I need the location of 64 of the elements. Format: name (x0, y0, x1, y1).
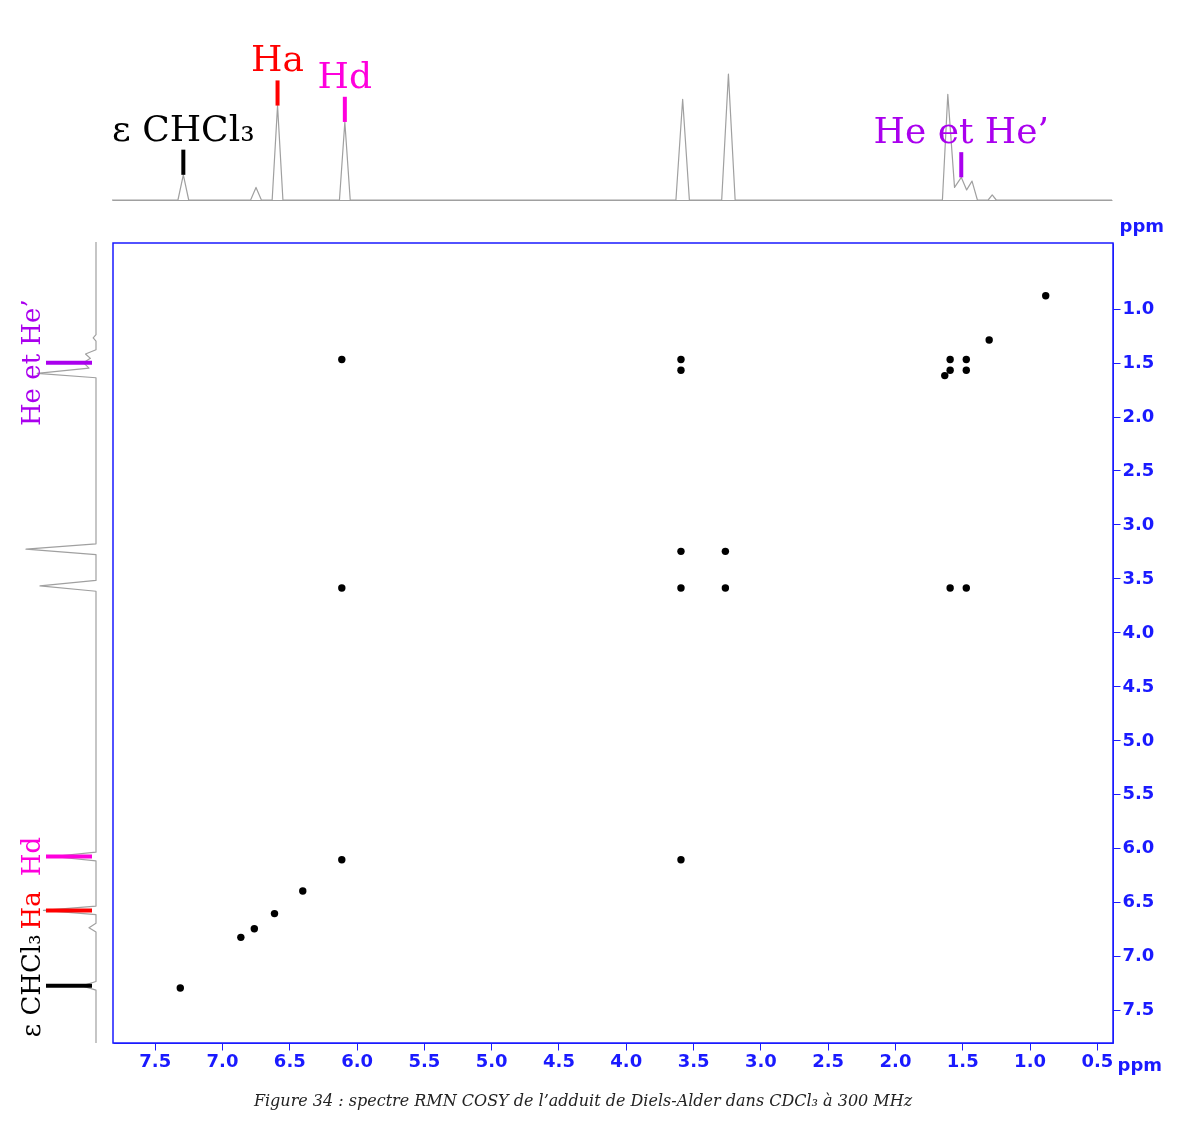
text: He et He’ (16, 299, 46, 427)
point (677, 856, 685, 864)
x-tick-label: 1.5 (946, 1049, 979, 1071)
y-tick-label: 7.5 (1122, 998, 1155, 1020)
y-tick-label: 1.0 (1122, 297, 1155, 319)
x-tick-label: 5.0 (475, 1049, 508, 1071)
point (946, 355, 954, 364)
point (338, 856, 346, 864)
y-tick-label: 6.0 (1122, 836, 1155, 858)
x-tick-label: 2.5 (812, 1049, 845, 1071)
x-tick-label: 0.5 (1081, 1049, 1114, 1071)
x-tick-label: 4.5 (543, 1049, 575, 1071)
x-tick-label: 3.0 (744, 1049, 777, 1071)
x-tick-label: 2.0 (879, 1049, 912, 1071)
point (176, 984, 184, 992)
x-tick-label: 1.0 (1014, 1049, 1046, 1071)
point (250, 925, 259, 933)
point (941, 371, 949, 380)
point (677, 355, 685, 364)
point (721, 547, 730, 556)
y-tick-label: 4.0 (1122, 620, 1155, 642)
point (338, 355, 346, 364)
point (946, 584, 954, 592)
point (677, 584, 685, 592)
text: Hd (16, 836, 46, 877)
annotation: ε CHCl₃ (112, 107, 255, 149)
point (962, 584, 971, 592)
y-tick-label: 2.0 (1122, 405, 1155, 427)
y-tick-label: 3.0 (1122, 512, 1155, 534)
x-tick-label: 7.5 (139, 1049, 172, 1071)
x-tick-label: 7.0 (206, 1049, 239, 1071)
annotation: Ha (251, 38, 304, 80)
y-tick-label: 2.5 (1122, 458, 1155, 480)
text: Ha (16, 891, 46, 930)
point (1042, 292, 1050, 300)
y-tick-label: 5.0 (1122, 728, 1155, 750)
annotation: He et He’ (873, 110, 1050, 152)
y-tick-label: 4.5 (1122, 674, 1155, 696)
x-tick-label: 3.5 (677, 1049, 710, 1071)
point (270, 909, 279, 918)
x-tick-label: 6.5 (273, 1049, 306, 1071)
point (677, 547, 685, 556)
y-tick-label: 5.5 (1122, 782, 1155, 804)
x-tick-label: 4.0 (610, 1049, 643, 1071)
x-tick-label: 5.5 (408, 1049, 441, 1071)
y-tick-label: 1.5 (1122, 351, 1155, 373)
point (962, 366, 971, 374)
point (962, 355, 971, 364)
text: ε CHCl₃ (16, 934, 46, 1038)
point (946, 366, 954, 374)
annotation: Hd (317, 54, 373, 96)
point (985, 336, 993, 344)
y-tick-label: 6.5 (1122, 890, 1155, 912)
point (338, 584, 346, 592)
x-axis-title: ppm (1117, 1053, 1163, 1075)
point (677, 366, 685, 374)
y-tick-label: 3.5 (1122, 566, 1155, 588)
x-tick-label: 6.0 (341, 1049, 374, 1071)
caption: Figure 34 : spectre RMN COSY de l’adduit de Diels-Alder dans CDCl₃ à 300 MHz (252, 1091, 913, 1110)
point (299, 887, 307, 895)
point (237, 933, 245, 942)
point (721, 584, 730, 592)
y-axis-title: ppm (1119, 214, 1165, 236)
y-tick-label: 7.0 (1122, 944, 1155, 966)
